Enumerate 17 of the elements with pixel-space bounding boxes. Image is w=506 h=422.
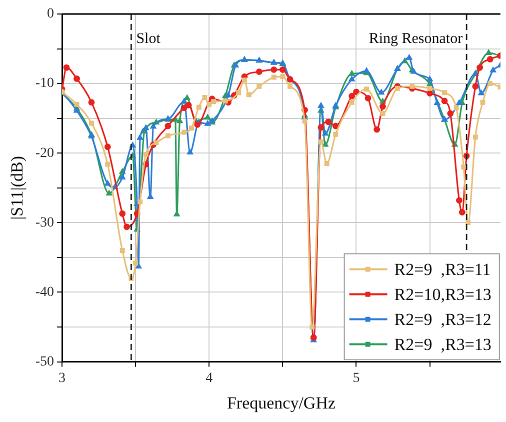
- legend-label: R2=9 ,R3=11: [394, 260, 491, 279]
- legend-label: R2=9 ,R3=12: [394, 310, 492, 329]
- y-tick-label: -50: [35, 354, 54, 370]
- ref-line-label: Slot: [136, 30, 162, 47]
- x-axis-title: Frequency/GHz: [226, 393, 336, 412]
- x-tick-label: 4: [206, 370, 213, 386]
- legend-label: R2=9 ,R3=13: [394, 334, 492, 354]
- legend-label: R2=10,R3=13: [394, 284, 492, 304]
- y-tick-label: -40: [35, 284, 54, 300]
- y-tick-label: -30: [35, 215, 54, 230]
- ref-line-label: Ring Resonator: [368, 30, 463, 47]
- y-tick-label: -20: [35, 146, 54, 161]
- y-tick-label: 0: [47, 6, 54, 22]
- x-tick-label: 3: [58, 370, 66, 386]
- y-tick-label: -10: [35, 76, 54, 92]
- y-axis-title: |S11|(dB): [8, 156, 27, 220]
- x-tick-label: 5: [352, 370, 360, 386]
